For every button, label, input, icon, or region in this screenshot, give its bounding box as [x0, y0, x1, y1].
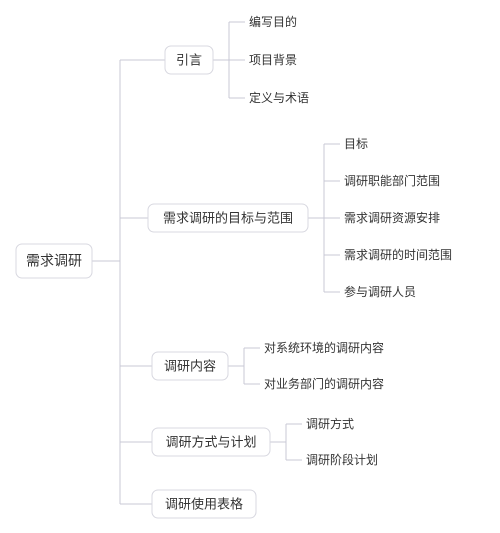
node-label-n2: 需求调研的目标与范围 [163, 210, 293, 225]
branch-group [308, 144, 340, 292]
node-label-n1: 引言 [176, 52, 202, 67]
leaf-label-n4b: 调研阶段计划 [306, 452, 378, 467]
leaf-label-n1b: 项目背景 [249, 53, 297, 67]
leaf-label-n2e: 参与调研人员 [344, 284, 416, 299]
leaf-label-n2c: 需求调研资源安排 [344, 210, 440, 225]
leaf-label-n1a: 编写目的 [249, 14, 297, 29]
leaf-label-n2a: 目标 [344, 137, 368, 151]
leaf-label-n3b: 对业务部门的调研内容 [264, 376, 384, 391]
leaf-label-n3a: 对系统环境的调研内容 [264, 340, 384, 355]
mindmap-diagram: 需求调研 引言 编写目的项目背景定义与术语需求调研的目标与范围 目标调研职能部门范围需… [0, 0, 500, 533]
branch-group [270, 424, 302, 460]
node-label-n3: 调研内容 [164, 358, 216, 373]
leaf-label-n2d: 需求调研的时间范围 [344, 247, 452, 262]
leaf-label-n2b: 调研职能部门范围 [344, 173, 440, 188]
branch-group [228, 348, 260, 384]
node-label-n5: 调研使用表格 [165, 496, 243, 511]
leaf-label-n1c: 定义与术语 [249, 90, 309, 105]
node-label-root: 需求调研 [26, 253, 82, 269]
branch-group [213, 22, 245, 98]
node-label-n4: 调研方式与计划 [165, 434, 256, 449]
leaf-label-n4a: 调研方式 [306, 416, 354, 431]
